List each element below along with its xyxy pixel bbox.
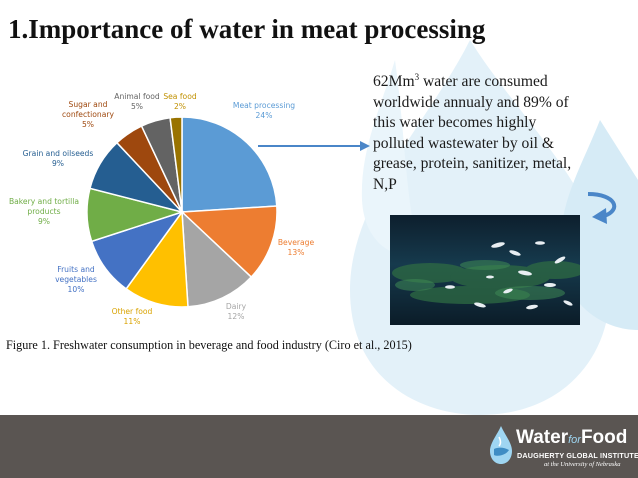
pie-label-animal-food: Animal food 5% — [114, 92, 160, 111]
pie-label-bakery-and-tortilla-products: Bakery and tortilla products 9% — [9, 197, 79, 226]
curved-arrow-icon — [587, 192, 617, 224]
logo: WaterforFood DAUGHERTY GLOBAL INSTITUTE … — [486, 419, 638, 475]
pie-slice-dairy — [181, 210, 253, 308]
pie-label-dairy: Dairy 12% — [226, 302, 247, 321]
pie-label-fruits-and-vegetables: Fruits and vegetables 10% — [55, 265, 97, 294]
logo-wordmark: WaterforFood — [516, 427, 628, 448]
pie-slice-other-food — [125, 209, 189, 308]
figure-caption: Figure 1. Freshwater consumption in beve… — [6, 338, 412, 352]
pie-chart: Meat processing 24% Beverage 13% Dairy 12% Oth… — [9, 92, 315, 326]
description-line-3: this water becomes highly — [373, 114, 537, 131]
pie-slice-meat-processing — [181, 116, 278, 213]
pie-label-sea-food: Sea food 2% — [163, 92, 197, 111]
water-drop-icon — [490, 426, 512, 464]
pie-slice-sea-food — [169, 116, 183, 213]
logo-university-name: at the University of Nebraska — [544, 461, 621, 468]
pie-slice-beverage — [180, 205, 278, 279]
description-line-5: grease, protein, sanitizer, metal, — [373, 155, 572, 172]
pie-label-other-food: Other food 11% — [112, 307, 153, 326]
wastewater-photo — [390, 215, 580, 325]
pie-label-meat-processing: Meat processing 24% — [233, 101, 295, 120]
pie-label-grain-and-oilseeds: Grain and oilseeds 9% — [23, 149, 94, 168]
description-line-4: polluted wastewater by oil & — [373, 134, 555, 152]
description-line-2: worldwide annualy and 89% of — [373, 93, 569, 111]
pie-label-beverage: Beverage 13% — [278, 238, 315, 257]
arrow-right-icon — [258, 141, 370, 151]
description-line-6: N,P — [373, 175, 397, 193]
logo-institute-name: DAUGHERTY GLOBAL INSTITUTE — [517, 451, 638, 460]
description-line-1: 62Mm3 water are consumed — [373, 71, 548, 90]
footer-bar — [0, 415, 638, 478]
slide-title: 1.Importance of water in meat processing — [8, 14, 486, 44]
pie-label-sugar-and-confectionary: Sugar and confectionary 5% — [62, 100, 114, 129]
side-drop-shape — [361, 60, 420, 256]
description-text: 62Mm3 water are consumed worldwide annua… — [373, 72, 635, 195]
